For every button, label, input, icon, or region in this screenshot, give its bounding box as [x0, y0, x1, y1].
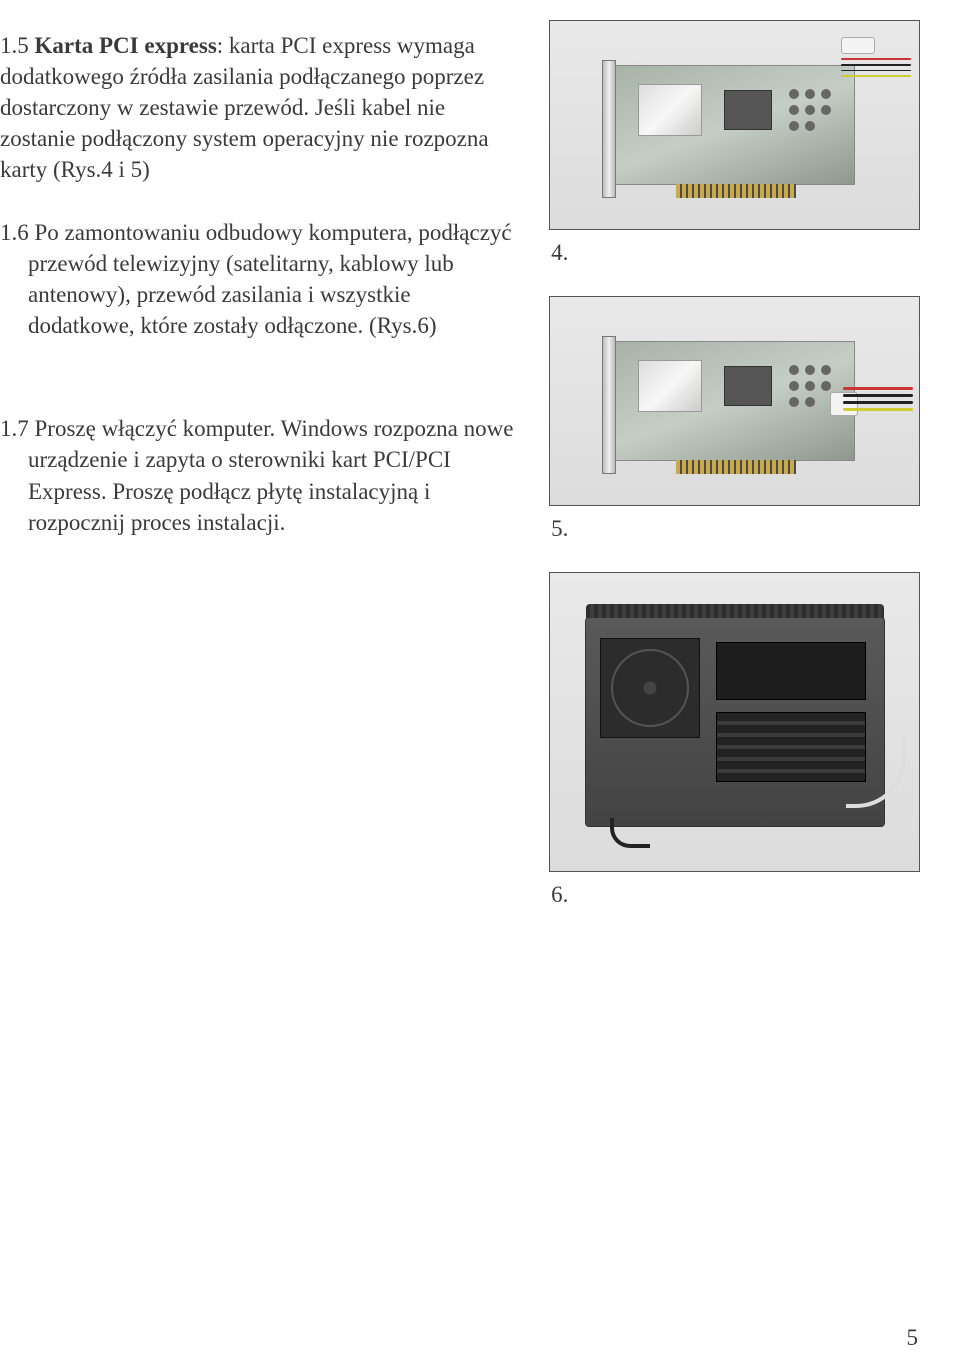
text-column: 1.5 Karta PCI express: karta PCI express… — [0, 20, 519, 1329]
figure-5-label: 5. — [551, 516, 920, 542]
molex-connector-illustration — [841, 37, 911, 77]
paragraph-1-6: 1.6 Po zamontowaniu odbudowy komputera, … — [0, 217, 519, 341]
pc-case-illustration — [585, 617, 885, 827]
figure-4-image — [549, 20, 920, 230]
para1-number: 1.5 — [0, 33, 35, 58]
pci-card-illustration — [615, 65, 855, 185]
figure-column: 4. 5. — [549, 20, 920, 1329]
figure-6-image — [549, 572, 920, 872]
molex-wires-illustration — [843, 387, 913, 427]
figure-4-group: 4. — [549, 20, 920, 266]
pci-card-connected-illustration — [615, 341, 855, 461]
figure-6-label: 6. — [551, 882, 920, 908]
spacer — [0, 373, 519, 413]
paragraph-1-7: 1.7 Proszę włączyć komputer. Windows roz… — [0, 413, 519, 537]
page-layout: 1.5 Karta PCI express: karta PCI express… — [0, 20, 920, 1329]
figure-6-group: 6. — [549, 572, 920, 908]
page-number: 5 — [907, 1325, 919, 1351]
figure-4-label: 4. — [551, 240, 920, 266]
figure-5-image — [549, 296, 920, 506]
paragraph-1-5: 1.5 Karta PCI express: karta PCI express… — [0, 30, 519, 185]
figure-5-group: 5. — [549, 296, 920, 542]
para1-bold: Karta PCI express — [35, 33, 217, 58]
